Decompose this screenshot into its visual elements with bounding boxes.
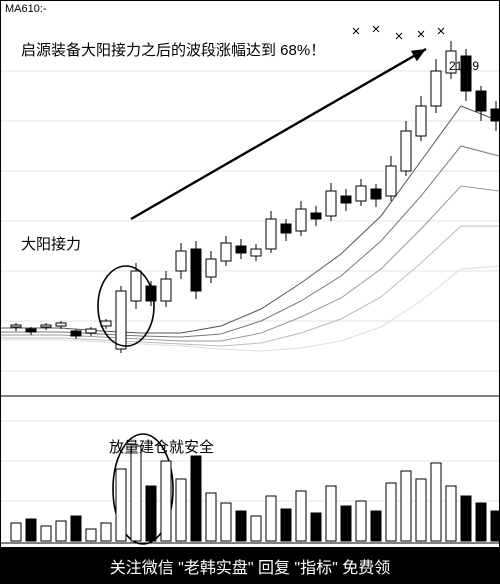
annotation-volume: 放量建仓就安全 [109,436,214,457]
promo-banner[interactable]: 关注微信 "老韩实盘" 回复 "指标" 免费领 [0,548,500,584]
annotation-title: 启源装备大阳接力之后的波段涨幅达到 68%！ [21,39,325,60]
promo-banner-text: 关注微信 "老韩实盘" 回复 "指标" 免费领 [110,554,391,578]
ma-header: MA610:- [5,3,47,15]
price-value-label: 21.89 [449,59,479,73]
annotation-relay: 大阳接力 [21,233,81,254]
chart-svg [1,1,499,547]
stock-chart: MA610:- 启源装备大阳接力之后的波段涨幅达到 68%！ 大阳接力 放量建仓… [0,0,500,548]
